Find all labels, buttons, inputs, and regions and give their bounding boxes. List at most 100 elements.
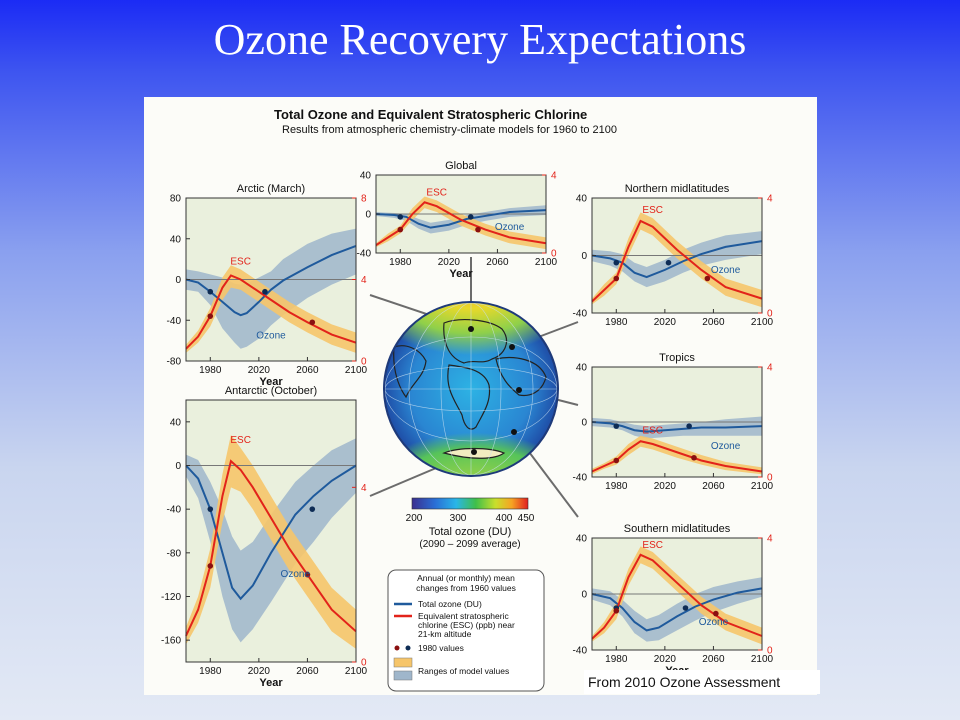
legend-item-label: 1980 values: [418, 643, 464, 653]
series-label-ozone: Ozone: [699, 617, 729, 628]
slide-title: Ozone Recovery Expectations: [213, 15, 747, 64]
marker-1980: [397, 226, 404, 233]
marker-1980: [713, 610, 719, 617]
x-tick-label: 2100: [535, 257, 558, 268]
y2-tick-label: 4: [361, 275, 367, 286]
figure-panel: Total Ozone and Equivalent Stratospheric…: [144, 97, 817, 695]
series-band-esc: [186, 434, 356, 649]
chart-0: Arctic (March)1980 2020 2060 2100Year80400-…: [167, 183, 368, 388]
figure-svg: 200 300 400 450 Total ozone (DU) (2090 –…: [161, 160, 774, 692]
x-tick-label: 1980: [199, 666, 222, 677]
legend-item-label: Total ozone (DU): [418, 599, 482, 609]
legend: Annual (or monthly) mean changes from 19…: [387, 569, 545, 692]
marker-1980: [467, 214, 474, 220]
series-band-esc: [186, 265, 356, 353]
x-tick-label: 2100: [751, 654, 774, 665]
x-tick-label: 2020: [654, 317, 677, 328]
series-line-esc: [185, 459, 357, 637]
y2-tick-label: 4: [551, 171, 557, 182]
x-tick-label: 2060: [702, 654, 725, 665]
marker-1980: [207, 563, 214, 569]
legend-esc-band-swatch: [393, 657, 413, 668]
series-band-ozone: [186, 438, 356, 643]
marker-1980: [686, 423, 692, 429]
series-line-esc: [591, 219, 763, 303]
y-tick-label: -40: [357, 249, 372, 260]
legend-item-label: Ranges of model values: [418, 666, 509, 676]
y-tick-label: -80: [167, 357, 182, 368]
series-label-ozone: Ozone: [256, 330, 286, 341]
legend-ozone-dot: [405, 645, 411, 651]
series-line-esc: [591, 440, 763, 473]
x-tick-label: 2020: [654, 654, 677, 665]
y-tick-label: -40: [573, 646, 588, 657]
chart-title: Arctic (March): [237, 183, 305, 195]
source-credit: From 2010 Ozone Assessment: [584, 670, 820, 694]
x-axis-label: Year: [449, 268, 473, 280]
y-tick-label: 40: [576, 363, 588, 374]
x-tick-label: 1980: [605, 654, 628, 665]
x-tick-label: 2100: [345, 365, 368, 376]
x-tick-label: 2020: [438, 257, 461, 268]
y-tick-label: 40: [170, 234, 182, 245]
chart-title: Global: [445, 160, 477, 172]
y2-tick-label: 0: [767, 309, 773, 320]
legend-item-label: Equivalent stratospheric: [418, 611, 509, 621]
series-band-esc: [592, 546, 762, 645]
colorbar-tick: 300: [450, 513, 467, 524]
legend-heading: Annual (or monthly) mean: [417, 573, 515, 583]
series-label-esc: ESC: [426, 187, 447, 198]
colorbar-sublabel: (2090 – 2099 average): [419, 539, 520, 550]
series-label-ozone: Ozone: [281, 569, 311, 580]
marker-1980: [309, 506, 316, 512]
marker-1980: [613, 259, 620, 266]
y-tick-label: 40: [360, 171, 372, 182]
y-tick-label: 0: [175, 275, 181, 286]
series-band-ozone: [592, 577, 762, 642]
x-tick-label: 2060: [702, 317, 725, 328]
x-tick-label: 2060: [702, 481, 725, 492]
series-label-esc: ESC: [230, 435, 251, 446]
colorbar-tick: 450: [518, 513, 535, 524]
marker-1980: [397, 214, 404, 220]
x-tick-label: 2020: [248, 666, 271, 677]
x-tick-label: 2060: [296, 365, 319, 376]
x-tick-label: 2060: [486, 257, 509, 268]
y-tick-label: 40: [170, 417, 182, 428]
y2-tick-label: 8: [361, 194, 367, 205]
marker-1980: [207, 288, 214, 295]
x-axis-label: Year: [259, 376, 283, 388]
y-tick-label: 40: [576, 534, 588, 545]
y-tick-label: 0: [581, 251, 587, 262]
series-line-esc: [375, 201, 547, 247]
x-tick-label: 2060: [296, 666, 319, 677]
series-line-ozone: [185, 464, 357, 601]
x-tick-label: 2100: [751, 317, 774, 328]
legend-heading: changes from 1960 values: [416, 583, 516, 593]
marker-1980: [207, 506, 214, 512]
x-tick-label: 2020: [248, 365, 271, 376]
globe-region-dots: [468, 326, 522, 455]
charts-layer: Arctic (March)1980 2020 2060 2100Year80400-…: [161, 160, 774, 689]
x-tick-label: 1980: [605, 317, 628, 328]
y-tick-label: -40: [573, 309, 588, 320]
chart-3: Antarctic (October) 1980 2020 2060 2100 Year 4…: [161, 385, 368, 689]
marker-1980: [691, 454, 697, 461]
y-tick-label: 80: [170, 194, 182, 205]
series-label-esc: ESC: [642, 540, 663, 551]
colorbar-label: Total ozone (DU): [429, 526, 512, 538]
marker-1980: [665, 259, 672, 266]
legend-ozone-band-swatch: [393, 670, 413, 681]
marker-1980: [704, 275, 711, 282]
chart-title: Tropics: [659, 352, 695, 364]
figure-title: Total Ozone and Equivalent Stratospheric…: [274, 107, 588, 122]
marker-1980: [613, 457, 620, 464]
y2-tick-label: 4: [767, 194, 773, 205]
series-label-ozone: Ozone: [711, 265, 741, 276]
y2-tick-label: 4: [767, 363, 773, 374]
x-tick-label: 2100: [751, 481, 774, 492]
y-tick-label: 0: [581, 418, 587, 429]
y-tick-label: -40: [167, 316, 182, 327]
series-label-esc: ESC: [642, 205, 663, 216]
